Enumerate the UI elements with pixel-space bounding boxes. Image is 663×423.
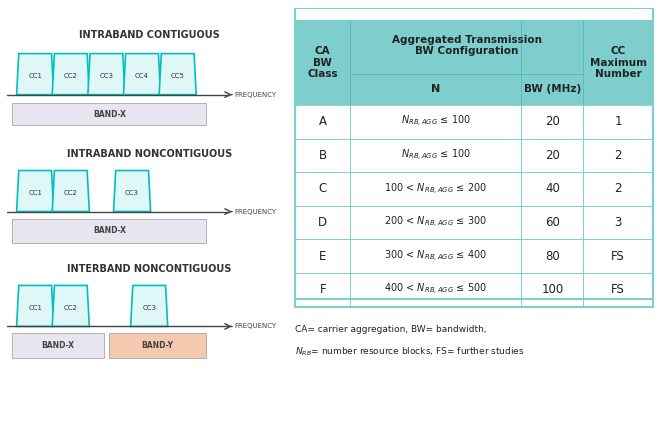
Text: CC
Maximum
Number: CC Maximum Number [589,46,646,80]
Text: D: D [318,216,328,229]
Text: INTRABAND CONTIGUOUS: INTRABAND CONTIGUOUS [79,30,219,40]
Polygon shape [17,170,54,212]
Polygon shape [52,54,90,95]
Text: 60: 60 [545,216,560,229]
Text: BAND-X: BAND-X [93,226,126,235]
FancyBboxPatch shape [109,333,206,358]
Polygon shape [52,286,90,327]
Text: BW (MHz): BW (MHz) [524,85,581,94]
Polygon shape [17,286,54,327]
Text: 40: 40 [545,182,560,195]
Text: BAND-Y: BAND-Y [142,341,174,350]
Text: CC2: CC2 [64,73,78,79]
Polygon shape [113,170,151,212]
Text: 3: 3 [615,216,622,229]
Polygon shape [123,54,160,95]
Text: CC5: CC5 [171,73,184,79]
Text: FREQUENCY: FREQUENCY [235,209,277,214]
Text: CC2: CC2 [64,305,78,311]
Text: Aggregated Transmission
BW Configuration: Aggregated Transmission BW Configuration [392,35,542,56]
Text: $N_{RB, AGG}$ ≤ 100: $N_{RB, AGG}$ ≤ 100 [400,148,471,163]
Text: CC1: CC1 [28,73,42,79]
Text: CC2: CC2 [64,190,78,196]
Text: 20: 20 [545,115,560,128]
Text: FREQUENCY: FREQUENCY [235,92,277,98]
Polygon shape [52,170,90,212]
Text: F: F [320,283,326,297]
Text: 300 < $N_{RB, AGG}$ ≤ 400: 300 < $N_{RB, AGG}$ ≤ 400 [385,249,487,264]
Text: B: B [319,149,327,162]
Text: CA
BW
Class: CA BW Class [308,46,338,80]
Text: N: N [431,85,440,94]
FancyBboxPatch shape [13,219,206,243]
Text: $N_{RB, AGG}$ ≤ 100: $N_{RB, AGG}$ ≤ 100 [400,114,471,129]
Text: FS: FS [611,283,625,297]
Text: INTERBAND NONCONTIGUOUS: INTERBAND NONCONTIGUOUS [67,264,231,274]
Text: CC1: CC1 [28,305,42,311]
Text: BAND-X: BAND-X [93,110,126,118]
Text: A: A [319,115,327,128]
Text: 2: 2 [615,182,622,195]
FancyBboxPatch shape [296,8,653,299]
FancyBboxPatch shape [296,21,653,74]
Text: 100: 100 [541,283,564,297]
Text: 400 < $N_{RB, AGG}$ ≤ 500: 400 < $N_{RB, AGG}$ ≤ 500 [385,283,487,297]
Text: FREQUENCY: FREQUENCY [235,324,277,330]
Text: 1: 1 [615,115,622,128]
Text: FS: FS [611,250,625,263]
Polygon shape [159,54,196,95]
Text: CA= carrier aggregation, BW= bandwidth,: CA= carrier aggregation, BW= bandwidth, [296,325,487,334]
Text: CC3: CC3 [125,190,139,196]
Text: CC3: CC3 [99,73,113,79]
Text: CC3: CC3 [142,305,156,311]
Text: INTRABAND NONCONTIGUOUS: INTRABAND NONCONTIGUOUS [66,149,232,159]
FancyBboxPatch shape [13,333,103,358]
FancyBboxPatch shape [13,103,206,125]
Text: E: E [319,250,326,263]
Polygon shape [88,54,125,95]
Text: CC1: CC1 [28,190,42,196]
Polygon shape [17,54,54,95]
Text: 80: 80 [545,250,560,263]
Polygon shape [131,286,168,327]
Text: $N_{RB}$= number resource blocks, FS= further studies: $N_{RB}$= number resource blocks, FS= fu… [296,346,525,358]
Text: C: C [319,182,327,195]
FancyBboxPatch shape [296,74,653,105]
Text: 20: 20 [545,149,560,162]
Text: 100 < $N_{RB, AGG}$ ≤ 200: 100 < $N_{RB, AGG}$ ≤ 200 [385,181,487,197]
Text: BAND-X: BAND-X [42,341,74,350]
Text: CC4: CC4 [135,73,149,79]
Text: 200 < $N_{RB, AGG}$ ≤ 300: 200 < $N_{RB, AGG}$ ≤ 300 [385,215,487,230]
Text: 2: 2 [615,149,622,162]
